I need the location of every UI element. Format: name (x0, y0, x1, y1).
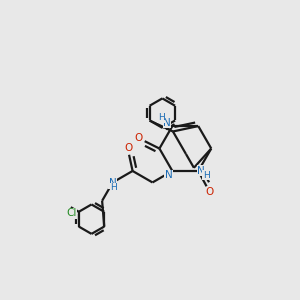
Text: N: N (109, 178, 117, 188)
Text: H: H (110, 183, 117, 192)
Text: H: H (203, 171, 210, 180)
Text: N: N (165, 170, 173, 180)
Text: H: H (158, 113, 165, 122)
Text: Cl: Cl (67, 208, 77, 218)
Text: N: N (163, 118, 171, 128)
Text: O: O (206, 187, 214, 197)
Text: O: O (135, 133, 143, 143)
Text: N: N (197, 166, 205, 176)
Text: O: O (124, 143, 133, 153)
